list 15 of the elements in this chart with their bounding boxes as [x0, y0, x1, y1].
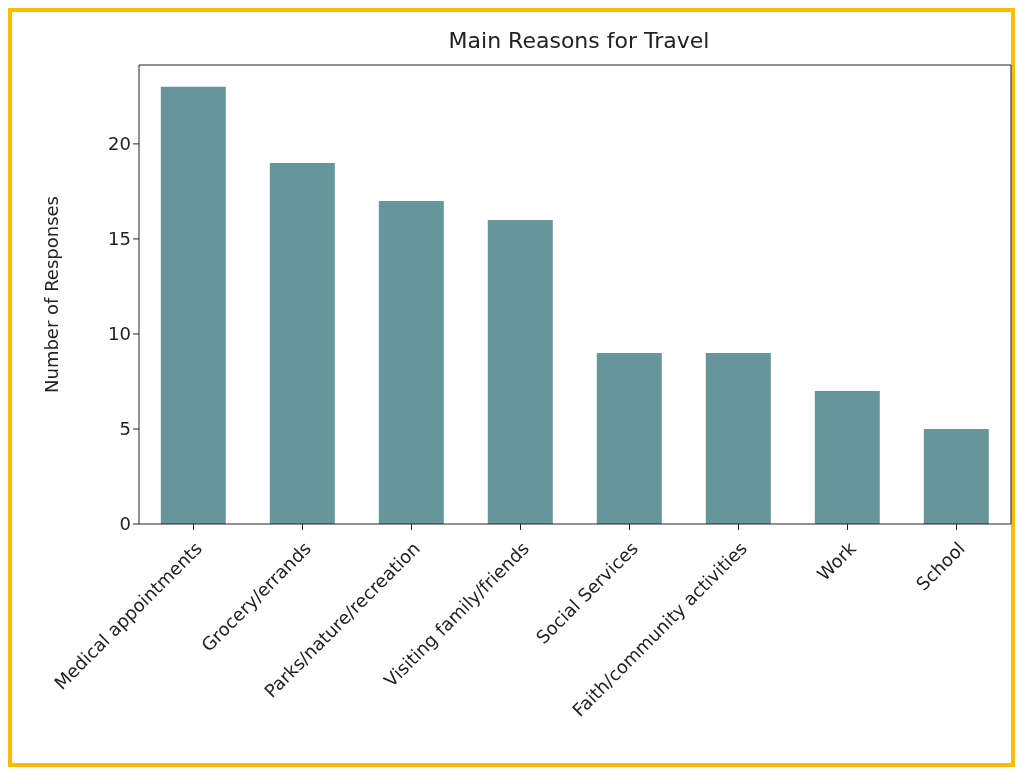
y-axis-title: Number of Responses [41, 196, 63, 393]
bar [160, 86, 226, 524]
y-tick-label: 15 [108, 228, 131, 250]
bar [487, 219, 553, 524]
y-tick-label: 20 [108, 133, 131, 155]
bar [269, 162, 335, 524]
bar [923, 428, 989, 524]
bar [814, 390, 880, 524]
y-tick-label: 10 [108, 323, 131, 345]
bar [596, 352, 662, 524]
y-tick-label: 0 [119, 513, 131, 535]
y-tick-label: 5 [119, 418, 131, 440]
chart-title: Main Reasons for Travel [447, 28, 711, 53]
bar [378, 200, 444, 524]
bar [705, 352, 771, 524]
